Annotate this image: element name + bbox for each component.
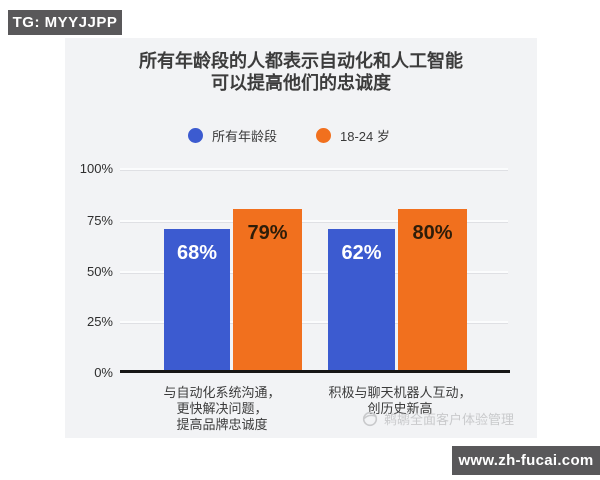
legend-item-all-ages: 所有年龄段	[188, 126, 277, 145]
bar-value-label: 68%	[176, 242, 218, 264]
y-tick-75: 75%	[86, 213, 113, 228]
gridline	[120, 220, 508, 222]
bar-18-24-category1: 79%	[233, 209, 302, 372]
gridline	[120, 321, 508, 323]
bar-value-label: 80%	[412, 222, 453, 244]
pelican-logo-icon	[362, 411, 378, 426]
chart-title: 所有年龄段的人都表示自动化和人工智能 可以提高他们的忠诚度	[65, 50, 537, 94]
category-label-1-line2: 更快解决问题，	[176, 401, 268, 416]
website-badge: www.zh-fucai.com	[452, 446, 600, 475]
chart-title-line1: 所有年龄段的人都表示自动化和人工智能	[139, 51, 463, 71]
y-tick-25: 25%	[86, 314, 113, 329]
category-label-2: 积极与聊天机器人互动， 创历史新高	[315, 385, 485, 417]
bar-all-ages-category1: 68%	[164, 229, 230, 372]
category-label-2-line2: 创历史新高	[367, 401, 433, 416]
category-label-2-line1: 积极与聊天机器人互动，	[328, 385, 472, 400]
bar-18-24-category2: 80%	[398, 209, 467, 372]
legend-dot-orange-icon	[316, 128, 332, 143]
watermark: 鹈鹕全面客户体验管理	[361, 409, 514, 428]
legend-label-all-ages: 所有年龄段	[212, 129, 278, 144]
watermark-text: 鹈鹕全面客户体验管理	[384, 412, 515, 427]
legend-item-18-24: 18-24 岁	[316, 126, 390, 145]
chart-title-line2: 可以提高他们的忠诚度	[211, 73, 391, 93]
bar-value-label: 62%	[341, 242, 382, 264]
x-axis-line	[120, 370, 510, 373]
chart-legend: 所有年龄段 18-24 岁	[188, 126, 390, 145]
category-label-1-line3: 提高品牌忠诚度	[176, 417, 268, 432]
telegram-badge: TG: MYYJJPP	[8, 10, 122, 35]
legend-label-18-24: 18-24 岁	[340, 129, 390, 144]
gridline	[120, 168, 508, 170]
bars-container: 68% 79% 62% 80%	[65, 38, 537, 372]
gridline	[120, 271, 508, 273]
bar-all-ages-category2: 62%	[328, 229, 395, 372]
category-label-1: 与自动化系统沟通， 更快解决问题， 提高品牌忠诚度	[137, 385, 307, 433]
bar-value-label: 79%	[247, 222, 288, 244]
legend-dot-blue-icon	[188, 128, 203, 143]
category-label-1-line1: 与自动化系统沟通，	[163, 385, 281, 400]
y-tick-50: 50%	[86, 264, 113, 279]
y-tick-100: 100%	[79, 161, 113, 176]
y-tick-0: 0%	[94, 365, 113, 380]
chart-card: 所有年龄段的人都表示自动化和人工智能 可以提高他们的忠诚度 所有年龄段 18-2…	[65, 38, 537, 438]
